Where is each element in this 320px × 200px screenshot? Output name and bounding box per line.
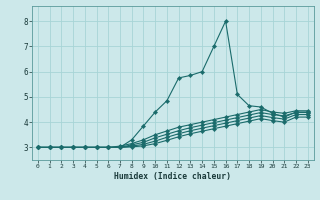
X-axis label: Humidex (Indice chaleur): Humidex (Indice chaleur) — [114, 172, 231, 181]
